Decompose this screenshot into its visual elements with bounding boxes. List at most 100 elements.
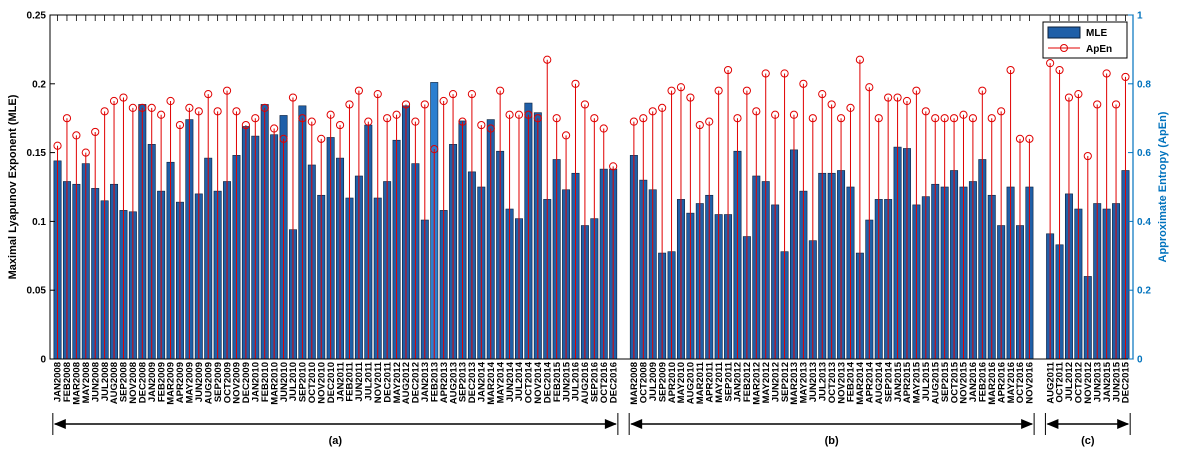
apen-marker [959,110,968,119]
apen-marker [524,110,533,119]
category-label: JUL2012 [1064,362,1075,401]
category-label: MAR2009 [166,362,177,405]
apen-marker [326,110,335,119]
apen-marker [458,117,467,126]
category-label: SEP2008 [119,362,130,402]
category-label: NOV2016 [1025,362,1036,404]
category-label: JUL2011 [364,361,375,400]
apen-marker [147,103,156,112]
group-arrow-left [630,419,643,429]
apen-marker [420,100,429,109]
apen-marker [629,117,638,126]
apen-marker [467,90,476,99]
apen-marker [411,117,420,126]
category-label: DEC2008 [137,362,148,403]
category-label: JAN2008 [53,362,64,402]
category-label: MAR2014 [486,361,497,404]
apen-marker [552,114,561,123]
category-label: APR2013 [439,362,450,403]
apen-marker [1083,151,1092,161]
category-label: OCT2008 [639,362,650,403]
legend-apen-label: ApEn [1086,44,1112,55]
y2-tick-label: 0.2 [1137,286,1151,297]
category-label: MAR2014 [855,361,866,404]
apen-marker [771,110,780,119]
apen-marker [752,107,761,116]
category-label: MAY2012 [761,362,772,403]
apen-marker [91,127,100,137]
category-label: JAN2015 [893,361,904,402]
apen-marker [874,114,883,123]
group-arrow-right [1021,419,1034,429]
apen-marker [486,124,495,133]
apen-marker [571,79,580,88]
y2-tick-label: 1 [1137,11,1143,22]
apen-marker [561,131,571,140]
apen-marker [430,145,439,154]
category-label: APR2014 [865,361,876,403]
category-label: JAN2009 [147,362,158,402]
apen-marker [609,162,618,171]
category-label: JAN2014 [477,361,488,402]
category-label: JUL2009 [648,362,659,401]
apen-marker [392,110,401,119]
apen-marker [686,93,695,102]
apen-marker [345,100,354,109]
category-label: AUG2010 [686,362,697,404]
apen-marker [931,114,940,123]
apen-marker [789,110,799,119]
category-label: AUG2011 [1045,361,1056,403]
category-label: OCT2012 [1074,362,1085,403]
category-label: SEP2013 [458,362,469,402]
y-tick-label: 0.25 [27,11,47,22]
category-label: DEC2013 [467,362,478,403]
category-label: MAY2016 [1006,362,1017,403]
y-tick-label: 0.2 [32,79,46,90]
category-label: FEB2014 [846,361,857,402]
apen-stems [53,55,1130,359]
category-label: MAR2012 [752,362,763,405]
group-brackets: (a) (b) (c) [52,413,1131,447]
apen-marker [354,86,363,95]
category-label: OCT2011 [1055,361,1066,402]
category-labels: JAN2008FEB2008MAR2008MAY2008JUN2008JUL20… [53,361,1132,404]
category-label: JUN2015 [561,361,572,402]
apen-marker [590,114,599,123]
apen-marker [695,120,704,130]
category-label: MAY2011 [714,361,725,403]
apen-marker [1111,100,1121,109]
apen-marker [667,86,676,95]
category-label: SEP2011 [723,361,734,401]
category-label: MAR2013 [789,362,800,405]
apen-marker [1121,72,1130,82]
group-arrow-left [53,419,66,429]
apen-marker [477,120,486,130]
apen-marker [251,114,260,123]
apen-marker [505,110,514,119]
apen-marker [893,93,902,102]
group-arrow-right [1117,419,1130,429]
category-label: MAY2010 [676,362,687,403]
category-label: JUL2015 [921,361,932,401]
apen-marker [1064,93,1074,102]
apen-marker [1025,134,1034,143]
category-label: SEP2012 [780,362,791,402]
category-label: FEB2011 [345,361,356,401]
apen-marker [799,79,808,88]
apen-marker [761,69,770,78]
apen-marker [846,103,855,112]
apen-marker [658,103,667,112]
apen-marker [808,114,817,123]
category-label: APR2016 [996,362,1007,403]
category-label: FEB2008 [62,362,73,402]
legend-mle-swatch [1047,26,1081,39]
apen-marker [260,103,269,112]
apen-marker [987,114,996,123]
apen-marker [1015,134,1025,143]
category-label: DEC2009 [241,362,252,403]
apen-marker [335,120,345,130]
apen-marker [1006,65,1015,75]
apen-marker [317,134,326,143]
apen-marker [157,110,166,119]
apen-marker [1055,65,1064,75]
